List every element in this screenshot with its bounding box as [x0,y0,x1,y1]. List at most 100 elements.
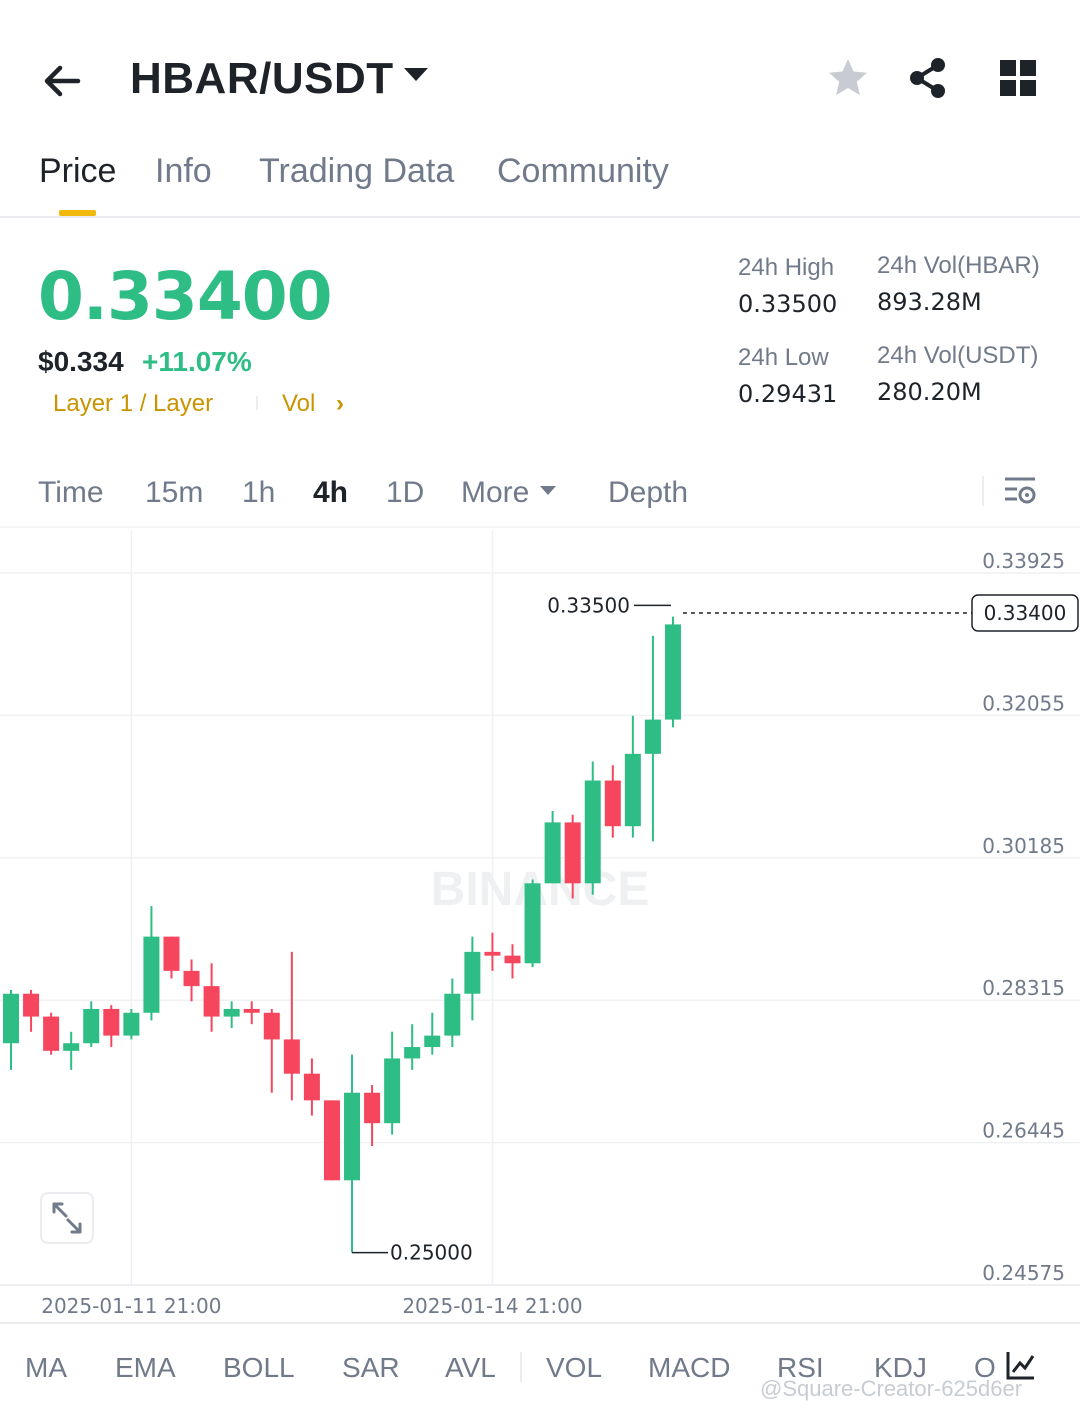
high-value: 0.33500 [738,290,838,318]
interval-1d[interactable]: 1D [386,476,425,509]
expand-icon [52,1202,82,1234]
grid-icon [1000,60,1036,96]
candle-body [303,1073,320,1101]
vol-base-value: 893.28M [877,288,982,316]
favorite-button[interactable] [826,56,870,100]
candle-body [484,951,501,956]
candle-body [163,936,180,971]
layout-button[interactable] [998,58,1038,98]
indicator-divider [520,1352,522,1382]
price-change: +11.07% [142,346,252,377]
candle-body [83,1008,100,1044]
interval-1h[interactable]: 1h [242,476,276,509]
candle-body [644,719,661,754]
candle-body [444,993,461,1036]
vol-quote-value: 280.20M [877,378,982,406]
candle-body [504,955,521,964]
candle-body [103,1008,120,1036]
indicator-ema[interactable]: EMA [115,1352,176,1383]
candle-body [464,951,481,994]
indicator-rsi[interactable]: RSI [777,1352,824,1383]
candle-body [624,753,641,827]
tab-bar: Price Info Trading Data Community [0,140,1080,218]
indicator-bar: MA EMA BOLL SAR AVL VOL MACD RSI KDJ O @… [0,1322,1080,1408]
indicator-macd[interactable]: MACD [648,1352,731,1383]
current-price-label: 0.33400 [984,601,1067,625]
chevron-right-icon[interactable]: › [336,390,344,417]
candle-body [584,780,601,884]
candle-body [364,1092,381,1124]
chart-settings-button[interactable] [1002,474,1038,510]
candlestick-chart[interactable]: BINANCE 0.339250.320550.301850.283150.26… [0,530,1080,1322]
tab-community[interactable]: Community [497,152,669,190]
indicator-kdj[interactable]: KDJ [874,1352,927,1383]
tab-trading-data[interactable]: Trading Data [259,152,455,190]
candle-body [283,1039,300,1074]
candle-body [424,1035,441,1048]
y-tick-label: 0.26445 [982,1119,1065,1143]
indicator-boll[interactable]: BOLL [223,1352,295,1383]
candle-body [243,1008,260,1013]
expand-chart-button[interactable] [40,1192,94,1244]
high-label: 24h High [738,254,835,281]
vol-tag[interactable]: Vol [282,390,316,417]
chart-labels: 0.33925 0.32055 0.30185 0.28315 0.26445 0.245… [41,549,1079,1318]
candle-body [323,1100,340,1181]
low-value: 0.29431 [738,380,838,408]
candles [3,616,681,1253]
indicator-ma[interactable]: MA [25,1352,67,1383]
tab-info[interactable]: Info [155,152,212,190]
low-label: 24h Low [738,344,829,371]
y-tick-label: 0.28315 [982,976,1065,1000]
candle-body [23,993,40,1017]
star-icon [829,59,867,95]
tag-divider [256,396,258,410]
candle-body [404,1047,421,1059]
active-tab-indicator [59,210,96,216]
candle-body [123,1012,140,1036]
interval-depth[interactable]: Depth [608,476,689,509]
pair-title[interactable]: HBAR/USDT [130,54,394,103]
chart-canvas[interactable]: BINANCE 0.339250.320550.301850.283150.26… [0,530,1080,1322]
candle-body [664,624,681,720]
tab-price[interactable]: Price [39,152,117,190]
x-tick-label: 2025-01-11 21:00 [41,1294,221,1318]
y-tick-label: 0.30185 [982,834,1065,858]
indicator-avl[interactable]: AVL [445,1352,496,1383]
arrow-left-icon [44,65,81,97]
vol-quote-label: 24h Vol(USDT) [877,342,1039,369]
caret-down-icon[interactable] [540,486,556,495]
category-tag[interactable]: Layer 1 / Layer [53,390,214,417]
interval-time[interactable]: Time [38,476,104,509]
current-price-box [971,594,1079,632]
indicator-more[interactable]: O [974,1352,996,1383]
y-tick-label: 0.24575 [982,1261,1065,1285]
candle-body [344,1092,361,1181]
x-tick-label: 2025-01-14 21:00 [402,1294,582,1318]
candle-body [3,993,19,1044]
interval-more[interactable]: More [461,476,530,509]
y-tick-label: 0.33925 [982,549,1065,573]
share-button[interactable] [906,56,950,100]
caret-down-icon[interactable] [404,68,428,81]
candle-body [544,822,561,884]
y-tick-label: 0.32055 [982,691,1065,715]
interval-4h[interactable]: 4h [313,476,349,509]
candle-body [384,1058,401,1124]
indicator-vol[interactable]: VOL [546,1352,603,1383]
share-icon [910,58,945,98]
indicator-settings-button[interactable] [1004,1348,1038,1382]
interval-bar: Time 15m 1h 4h 1D More Depth [0,466,1080,528]
candle-body [43,1016,60,1051]
indicator-sar[interactable]: SAR [342,1352,400,1383]
back-button[interactable] [40,58,86,104]
usd-price: $0.334 [38,346,124,377]
low-marker-label: 0.25000 [390,1241,473,1265]
header: HBAR/USDT [0,30,1080,130]
candle-body [263,1012,280,1040]
divider [982,476,984,506]
interval-15m[interactable]: 15m [145,476,204,509]
candle-body [63,1043,80,1051]
watermark-credit: @Square-Creator-625d6er [760,1376,1023,1401]
last-price: 0.33400 [38,258,333,335]
